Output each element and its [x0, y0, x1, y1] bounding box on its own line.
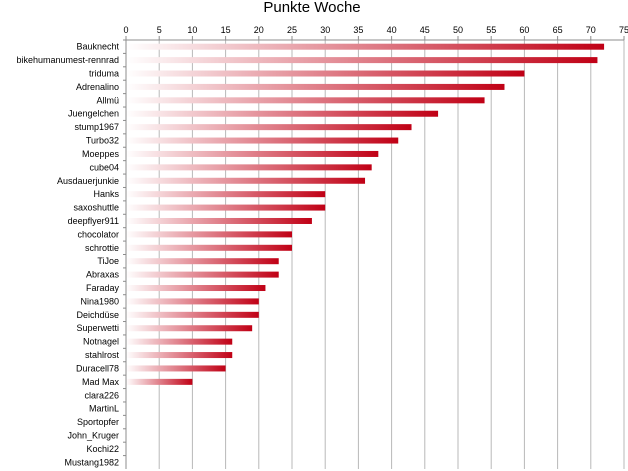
x-tick-label: 60 [519, 25, 529, 35]
bar [126, 83, 505, 90]
chart-title: Punkte Woche [263, 0, 360, 16]
category-label: chocolator [77, 229, 119, 239]
bar [126, 231, 292, 238]
category-label: Mad Max [82, 377, 120, 387]
bar [126, 217, 312, 224]
x-tick-label: 30 [320, 25, 330, 35]
category-label: clara226 [84, 390, 119, 400]
bar [126, 137, 399, 144]
category-label: Juengelchen [68, 109, 119, 119]
category-label: MartinL [89, 404, 119, 414]
bar [126, 110, 439, 117]
category-label: schrottie [85, 243, 119, 253]
category-label: deepflyer911 [68, 216, 119, 226]
bar [126, 365, 226, 372]
bar [126, 150, 379, 157]
bar [126, 244, 292, 251]
category-label: Duracell78 [76, 363, 119, 373]
category-label: Ausdauerjunkie [57, 176, 119, 186]
category-label: saxoshuttle [73, 203, 119, 213]
x-tick-label: 0 [123, 25, 128, 35]
bar [126, 378, 193, 385]
gridlines [158, 40, 625, 469]
x-tick-label: 75 [619, 25, 628, 35]
category-label: Allmü [96, 95, 119, 105]
bar [126, 57, 598, 64]
x-tick-label: 20 [254, 25, 264, 35]
category-label: Notnagel [83, 337, 119, 347]
category-label: Faraday [86, 283, 120, 293]
category-label: Sportopfer [77, 417, 119, 427]
bar [126, 97, 485, 104]
bars [126, 43, 605, 385]
x-tick-label: 45 [420, 25, 430, 35]
x-tick-label: 40 [387, 25, 397, 35]
bar [126, 164, 372, 171]
category-label: bikehumanumest-rennrad [16, 55, 119, 65]
category-label: Moeppes [82, 149, 120, 159]
category-label: triduma [89, 69, 119, 79]
x-tick-label: 35 [353, 25, 363, 35]
bar [126, 311, 259, 318]
category-label: Mustang1982 [64, 457, 119, 467]
bar [126, 325, 253, 332]
category-label: Abraxas [86, 270, 120, 280]
category-label: Turbo32 [86, 136, 119, 146]
bar [126, 177, 366, 184]
bar [126, 191, 326, 198]
bar [126, 43, 605, 50]
x-tick-label: 65 [553, 25, 563, 35]
x-tick-label: 5 [157, 25, 162, 35]
category-label: cube04 [89, 162, 119, 172]
x-tick-label: 25 [287, 25, 297, 35]
category-label: Adrenalino [76, 82, 119, 92]
bar [126, 271, 279, 278]
x-tick-label: 15 [221, 25, 231, 35]
category-label: TiJoe [97, 256, 119, 266]
x-tick-label: 50 [453, 25, 463, 35]
category-label: John_Kruger [67, 430, 119, 440]
category-label: Superwetti [76, 323, 119, 333]
category-label: Bauknecht [76, 42, 119, 52]
category-label: Hanks [93, 189, 119, 199]
bar [126, 285, 266, 292]
category-label: Nina1980 [80, 296, 119, 306]
bar [126, 298, 259, 305]
category-labels: Bauknecht bikehumanumest-rennrad triduma Ad… [16, 39, 126, 467]
bar [126, 204, 326, 211]
x-tick-label: 70 [586, 25, 596, 35]
x-tick-label: 10 [187, 25, 197, 35]
bar [126, 258, 279, 265]
category-label: stahlrost [85, 350, 120, 360]
x-tick-label: 55 [486, 25, 496, 35]
category-label: Kochi22 [86, 444, 119, 454]
category-label: Deichdüse [76, 310, 119, 320]
bar [126, 124, 412, 131]
category-label: stump1967 [74, 122, 119, 132]
bar [126, 70, 525, 77]
bar [126, 338, 233, 345]
bar [126, 352, 233, 359]
x-tick-labels: 0 5 10 15 20 25 30 35 40 45 50 55 60 65 70 75 [123, 25, 628, 40]
